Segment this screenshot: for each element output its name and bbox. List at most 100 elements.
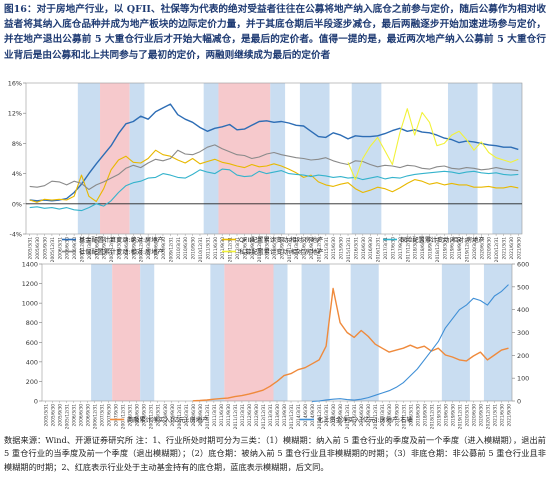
fuzzy-period-band — [301, 264, 330, 401]
x-tick-label: 2006/12/31 — [93, 404, 99, 430]
x-tick-label: 2018/12/31 — [429, 404, 435, 430]
x-tick-label: 2008/6/30 — [135, 404, 141, 427]
x-tick-label: 2013/6/30 — [272, 237, 278, 260]
x-tick-label: 2008/9/30 — [131, 237, 137, 260]
x-tick-label: 2006/3/31 — [57, 237, 63, 260]
fuzzy-period-band — [270, 83, 286, 234]
fuzzy-period-band — [441, 264, 470, 401]
fuzzy-period-band — [351, 83, 382, 234]
fuzzy-period-band — [77, 83, 101, 234]
x-tick-label: 2021/6/30 — [499, 404, 505, 427]
x-tick-label: 2009/3/31 — [146, 237, 152, 260]
x-tick-label: 2006/9/30 — [86, 404, 92, 427]
x-tick-label: 2021/9/30 — [516, 237, 522, 260]
x-tick-label: 2015/3/31 — [324, 404, 330, 427]
x-tick-label: 2006/9/30 — [72, 237, 78, 260]
x-tick-label: 2015/9/30 — [339, 237, 345, 260]
x-tick-label: 2011/9/30 — [226, 404, 232, 427]
legend-label: 两融累计净买入(亿元):房地产 — [127, 416, 208, 424]
legend-label: 私募配置累计变动:相对:房地产 — [239, 248, 324, 256]
x-tick-label: 2011/6/30 — [219, 404, 225, 427]
x-tick-label: 2020/3/31 — [472, 237, 478, 260]
x-tick-label: 2011/3/31 — [212, 404, 218, 427]
x-tick-label: 2007/9/30 — [102, 237, 108, 260]
x-tick-label: 2007/6/30 — [94, 237, 100, 260]
x-tick-label: 2010/9/30 — [198, 404, 204, 427]
x-tick-label: 2005/9/30 — [58, 404, 64, 427]
legend-label: 基金配置计算变动:绝对:房地产 — [79, 236, 164, 244]
x-tick-label: 2018/6/30 — [415, 404, 421, 427]
x-tick-label: 2005/3/31 — [28, 237, 34, 260]
x-tick-label: 2007/9/30 — [114, 404, 120, 427]
x-tick-label: 2019/12/31 — [457, 404, 463, 430]
x-tick-label: 2019/9/30 — [457, 237, 463, 260]
y-tick-label: 8% — [12, 140, 22, 148]
x-tick-label: 2006/6/30 — [79, 404, 85, 427]
series-line-4 — [29, 144, 519, 191]
x-tick-label: 2009/6/30 — [163, 404, 169, 427]
x-tick-label: 2006/6/30 — [65, 237, 71, 260]
x-tick-label: 2008/6/30 — [124, 237, 130, 260]
x-tick-label: 2006/12/31 — [80, 237, 86, 263]
y-tick-label: 1200 — [22, 280, 38, 288]
y-right-tick-label: 400 — [517, 306, 529, 314]
x-tick-label: 2016/3/31 — [353, 237, 359, 260]
x-tick-label: 2021/3/31 — [501, 237, 507, 260]
series-line-3 — [29, 168, 519, 212]
x-tick-label: 2019/9/30 — [450, 404, 456, 427]
x-tick-label: 2014/6/30 — [302, 237, 308, 260]
x-tick-label: 2020/12/31 — [494, 237, 500, 263]
y-tick-label: 4% — [12, 170, 22, 178]
legend-label: 社保配置累计变动:相对:房地产 — [79, 248, 164, 256]
x-tick-label: 2011/6/30 — [213, 237, 219, 260]
x-tick-label: 2011/9/30 — [220, 237, 226, 260]
x-tick-label: 2014/3/31 — [296, 404, 302, 427]
figure-title: 对于房地产行业，以 QFII、社保等为代表的绝对受益者往往在公募将地产纳入底仓之… — [4, 4, 546, 61]
x-tick-label: 2011/12/31 — [228, 237, 234, 263]
core-holding-band — [224, 264, 274, 401]
x-tick-label: 2016/9/30 — [368, 237, 374, 260]
x-tick-label: 2019/6/30 — [443, 404, 449, 427]
y-tick-label: 800 — [26, 319, 38, 327]
x-tick-label: 2016/12/31 — [373, 404, 379, 430]
y-right-tick-label: 500 — [517, 283, 529, 291]
x-tick-label: 2017/6/30 — [387, 404, 393, 427]
x-tick-label: 2019/6/30 — [450, 237, 456, 260]
x-tick-label: 2015/3/31 — [324, 237, 330, 260]
x-tick-label: 2007/12/31 — [121, 404, 127, 430]
series-line-2 — [312, 284, 509, 403]
x-tick-label: 2015/9/30 — [338, 404, 344, 427]
x-tick-label: 2014/9/30 — [310, 404, 316, 427]
x-tick-label: 2012/3/31 — [235, 237, 241, 260]
x-tick-label: 2012/12/31 — [261, 404, 267, 430]
x-tick-label: 2016/6/30 — [359, 404, 365, 427]
x-tick-label: 2020/6/30 — [471, 404, 477, 427]
x-tick-label: 2013/3/31 — [265, 237, 271, 260]
y-right-tick-label: 200 — [517, 352, 529, 360]
x-tick-label: 2020/9/30 — [478, 404, 484, 427]
x-tick-label: 2011/12/31 — [233, 404, 239, 430]
x-tick-label: 2018/6/30 — [420, 237, 426, 260]
x-tick-label: 2008/12/31 — [139, 237, 145, 263]
series-line-2 — [29, 149, 519, 203]
fuzzy-period-band — [350, 264, 379, 401]
x-tick-label: 2009/12/31 — [168, 237, 174, 263]
x-tick-label: 2010/3/31 — [184, 404, 190, 427]
x-tick-label: 2013/3/31 — [268, 404, 274, 427]
x-tick-label: 2008/3/31 — [117, 237, 123, 260]
y-tick-label: 600 — [26, 339, 38, 347]
y-right-tick-label: 600 — [517, 261, 529, 269]
x-tick-label: 2018/9/30 — [427, 237, 433, 260]
core-holding-band — [218, 83, 271, 234]
x-tick-label: 2020/6/30 — [479, 237, 485, 260]
x-tick-label: 2009/6/30 — [154, 237, 160, 260]
x-tick-label: 2009/9/30 — [170, 404, 176, 427]
y-right-tick-label: 300 — [517, 329, 529, 337]
x-tick-label: 2014/6/30 — [303, 404, 309, 427]
x-tick-label: 2015/12/31 — [346, 237, 352, 263]
x-tick-label: 2010/9/30 — [191, 237, 197, 260]
x-tick-label: 2009/12/31 — [177, 404, 183, 430]
y-tick-label: -4% — [10, 231, 22, 239]
x-tick-label: 2016/12/31 — [376, 237, 382, 263]
x-tick-label: 2018/9/30 — [422, 404, 428, 427]
